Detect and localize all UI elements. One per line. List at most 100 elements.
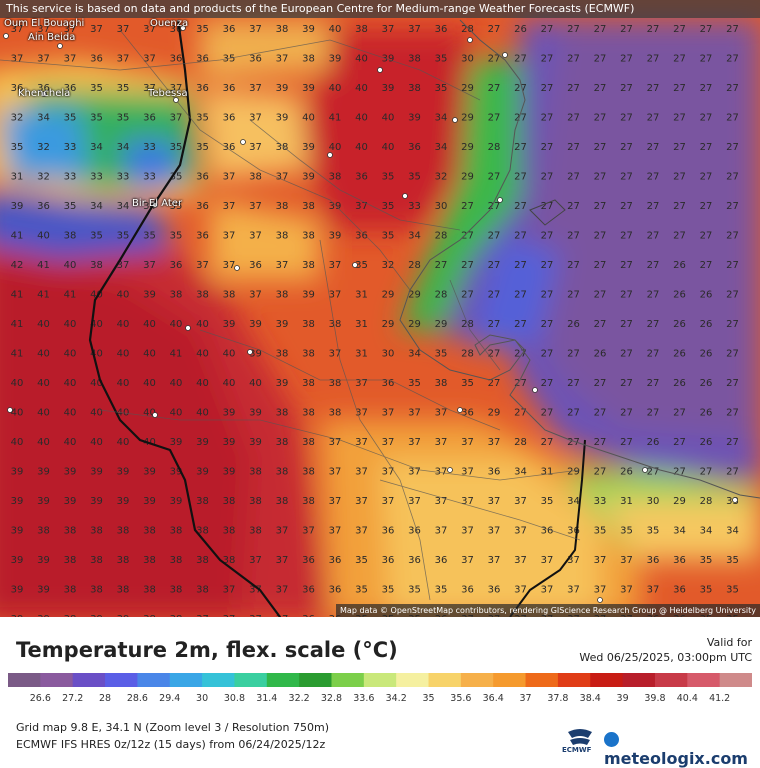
grid-value: 26	[700, 319, 713, 330]
scale-tick-label: 26.6	[29, 693, 51, 704]
grid-value: 37	[567, 555, 580, 566]
grid-value: 35	[435, 83, 448, 94]
grid-value: 26	[647, 437, 660, 448]
grid-value: 40	[355, 54, 368, 65]
grid-value: 27	[620, 83, 633, 94]
grid-value: 38	[223, 526, 236, 537]
grid-value: 36	[355, 172, 368, 183]
grid-value: 40	[117, 378, 130, 389]
grid-value: 29	[461, 142, 474, 153]
grid-value: 38	[196, 555, 209, 566]
grid-value: 27	[435, 260, 448, 271]
grid-value: 27	[514, 290, 527, 301]
grid-value: 36	[196, 54, 209, 65]
scale-tick-label: 37	[519, 693, 532, 704]
grid-value: 37	[461, 496, 474, 507]
grid-value: 34	[567, 496, 580, 507]
weather-map[interactable]: 37 37 37 37 37 37 36 35 36 37 38 39 40 38 37 37 36 28 27 26…	[0, 0, 760, 617]
grid-value: 37	[488, 496, 501, 507]
grid-value: 37	[11, 24, 24, 35]
grid-value: 38	[435, 378, 448, 389]
grid-value: 38	[196, 526, 209, 537]
grid-value: 35	[726, 555, 739, 566]
grid-value: 36	[196, 172, 209, 183]
grid-value: 40	[143, 378, 156, 389]
grid-value: 40	[64, 378, 77, 389]
grid-value: 27	[541, 290, 554, 301]
scale-min-arrow	[8, 673, 18, 687]
color-scale-ticks: 26.6 27.2 28 28.6 29.4 30 30.8 31.4 32.2 32.8 33.6…	[0, 693, 760, 707]
grid-value: 33	[143, 172, 156, 183]
grid-value: 38	[117, 526, 130, 537]
grid-value: 27	[567, 290, 580, 301]
grid-value: 39	[64, 467, 77, 478]
place-label: Oum El Bouaghi	[4, 18, 85, 29]
grid-value: 39	[223, 408, 236, 419]
grid-value: 37	[249, 142, 262, 153]
grid-value: 40	[223, 378, 236, 389]
grid-value: 36	[673, 555, 686, 566]
grid-value: 37	[647, 585, 660, 596]
grid-value: 37	[488, 555, 501, 566]
grid-value: 36	[541, 526, 554, 537]
grid-value: 41	[11, 231, 24, 242]
grid-value: 40	[90, 378, 103, 389]
grid-value: 39	[302, 172, 315, 183]
grid-value: 40	[11, 408, 24, 419]
grid-value: 36	[382, 555, 395, 566]
grid-value: 27	[488, 260, 501, 271]
grid-value: 39	[143, 290, 156, 301]
grid-value: 38	[276, 437, 289, 448]
grid-value: 37	[223, 260, 236, 271]
grid-value: 35	[355, 555, 368, 566]
grid-value: 38	[196, 585, 209, 596]
grid-value: 39	[223, 437, 236, 448]
grid-value: 37	[329, 526, 342, 537]
grid-value: 40	[11, 378, 24, 389]
grid-value: 31	[355, 349, 368, 360]
temperature-field: 37 37 37 37 37 37 36 35 36 37 38 39 40 38 37 37 36 28 27 26…	[0, 0, 760, 617]
grid-value: 27	[488, 349, 501, 360]
grid-value: 39	[249, 408, 262, 419]
meteologix-logo[interactable]: meteologix.com	[604, 730, 760, 768]
globe-icon	[604, 732, 619, 747]
grid-value: 37	[488, 526, 501, 537]
grid-value: 39	[170, 496, 183, 507]
grid-value: 37	[514, 585, 527, 596]
grid-value: 38	[276, 231, 289, 242]
grid-value: 40	[355, 83, 368, 94]
grid-value: 37	[541, 585, 554, 596]
grid-value: 39	[249, 319, 262, 330]
grid-value: 27	[726, 172, 739, 183]
grid-value: 37	[302, 526, 315, 537]
grid-value: 28	[488, 142, 501, 153]
grid-value: 35	[594, 526, 607, 537]
grid-value: 37	[435, 526, 448, 537]
grid-value: 40	[196, 408, 209, 419]
grid-value: 37	[223, 614, 236, 617]
grid-value: 41	[64, 290, 77, 301]
scale-tick-label: 35.6	[450, 693, 472, 704]
grid-value: 37	[461, 526, 474, 537]
grid-value: 38	[302, 496, 315, 507]
grid-value: 40	[64, 437, 77, 448]
grid-value: 38	[223, 555, 236, 566]
grid-value: 38	[37, 526, 50, 537]
scale-tick-label: 29.4	[159, 693, 181, 704]
grid-value: 36	[196, 231, 209, 242]
grid-value: 37	[329, 260, 342, 271]
grid-value: 26	[700, 408, 713, 419]
grid-value: 40	[302, 113, 315, 124]
grid-value: 36	[170, 24, 183, 35]
grid-value: 40	[382, 142, 395, 153]
grid-value: 37	[196, 260, 209, 271]
grid-value: 35	[223, 54, 236, 65]
grid-value: 26	[673, 260, 686, 271]
grid-value: 39	[11, 555, 24, 566]
place-label: Khenchela	[18, 88, 71, 99]
grid-value: 36	[567, 526, 580, 537]
grid-value: 38	[249, 467, 262, 478]
grid-value: 40	[223, 349, 236, 360]
grid-value: 28	[461, 24, 474, 35]
grid-value: 37	[276, 526, 289, 537]
